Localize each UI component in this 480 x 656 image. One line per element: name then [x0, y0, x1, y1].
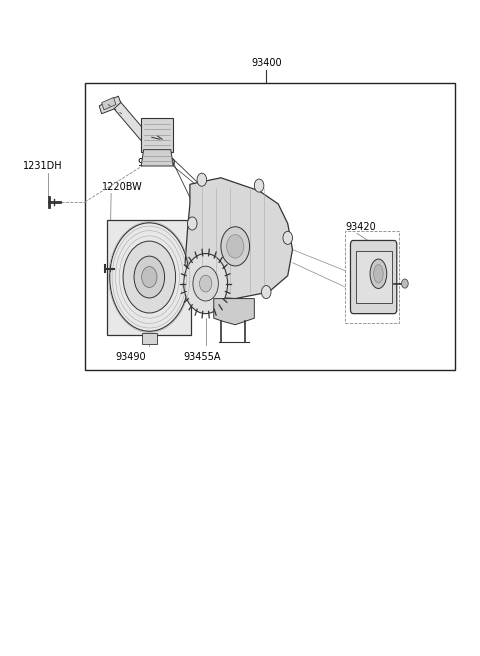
- Circle shape: [193, 266, 218, 301]
- Text: 1231DH: 1231DH: [23, 161, 62, 171]
- Text: 93415D: 93415D: [137, 158, 176, 169]
- Circle shape: [200, 275, 212, 292]
- Ellipse shape: [370, 259, 387, 289]
- Polygon shape: [102, 97, 116, 110]
- Circle shape: [184, 253, 228, 314]
- Circle shape: [188, 217, 197, 230]
- Polygon shape: [185, 178, 292, 298]
- Bar: [108, 220, 192, 335]
- Polygon shape: [99, 96, 120, 113]
- Circle shape: [142, 266, 157, 287]
- Text: 93490: 93490: [115, 352, 145, 361]
- Circle shape: [254, 179, 264, 192]
- Circle shape: [262, 285, 271, 298]
- Text: 1220BW: 1220BW: [102, 182, 143, 192]
- Text: 93455A: 93455A: [183, 352, 221, 361]
- Circle shape: [134, 256, 165, 298]
- Polygon shape: [109, 99, 152, 142]
- Circle shape: [221, 227, 250, 266]
- Bar: [142, 333, 157, 344]
- Circle shape: [283, 232, 292, 245]
- Text: 93420: 93420: [345, 222, 376, 232]
- Polygon shape: [214, 298, 254, 325]
- Text: 93400: 93400: [251, 58, 282, 68]
- Bar: [356, 251, 392, 303]
- Ellipse shape: [373, 264, 383, 283]
- Circle shape: [227, 235, 244, 258]
- FancyBboxPatch shape: [350, 241, 397, 314]
- Circle shape: [197, 173, 206, 186]
- Circle shape: [402, 279, 408, 288]
- Bar: [85, 83, 455, 371]
- Bar: [191, 265, 198, 289]
- FancyBboxPatch shape: [141, 118, 173, 152]
- Circle shape: [123, 241, 176, 313]
- Polygon shape: [141, 150, 173, 166]
